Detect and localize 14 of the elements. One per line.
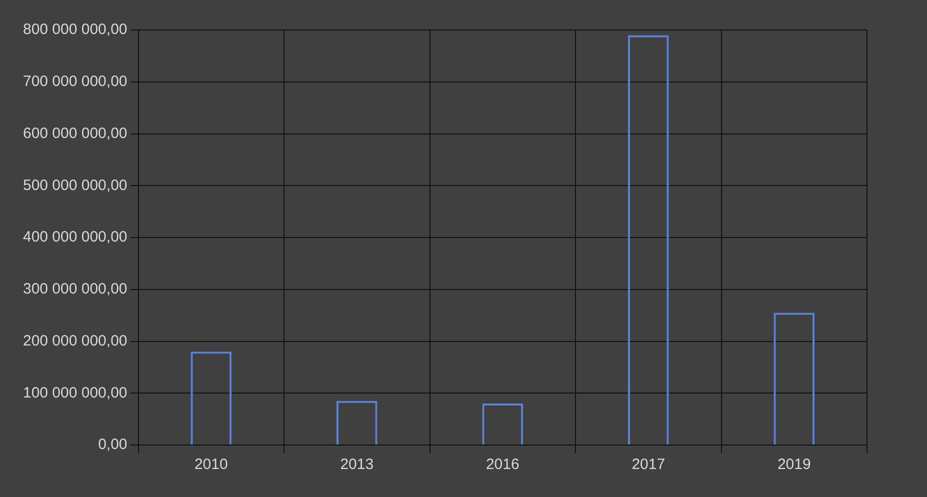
x-tick-label: 2017 [632, 456, 666, 474]
y-tick-label: 700 000 000,00 [22, 73, 128, 90]
y-tick-label: 200 000 000,00 [22, 332, 128, 350]
y-tick-label: 300 000 000,00 [22, 280, 128, 298]
x-tick-label: 2013 [340, 456, 374, 474]
y-tick-label: 600 000 000,00 [22, 124, 128, 142]
y-tick-label: 800 000 000,00 [22, 21, 128, 38]
y-tick-label: 500 000 000,00 [22, 176, 128, 194]
x-tick-label: 2016 [486, 456, 520, 474]
y-tick-label: 100 000 000,00 [22, 384, 128, 402]
y-tick-label: 0,00 [98, 436, 128, 454]
x-tick-label: 2010 [194, 456, 228, 474]
x-tick-label: 2019 [777, 456, 811, 474]
y-tick-label: 400 000 000,00 [22, 228, 128, 246]
